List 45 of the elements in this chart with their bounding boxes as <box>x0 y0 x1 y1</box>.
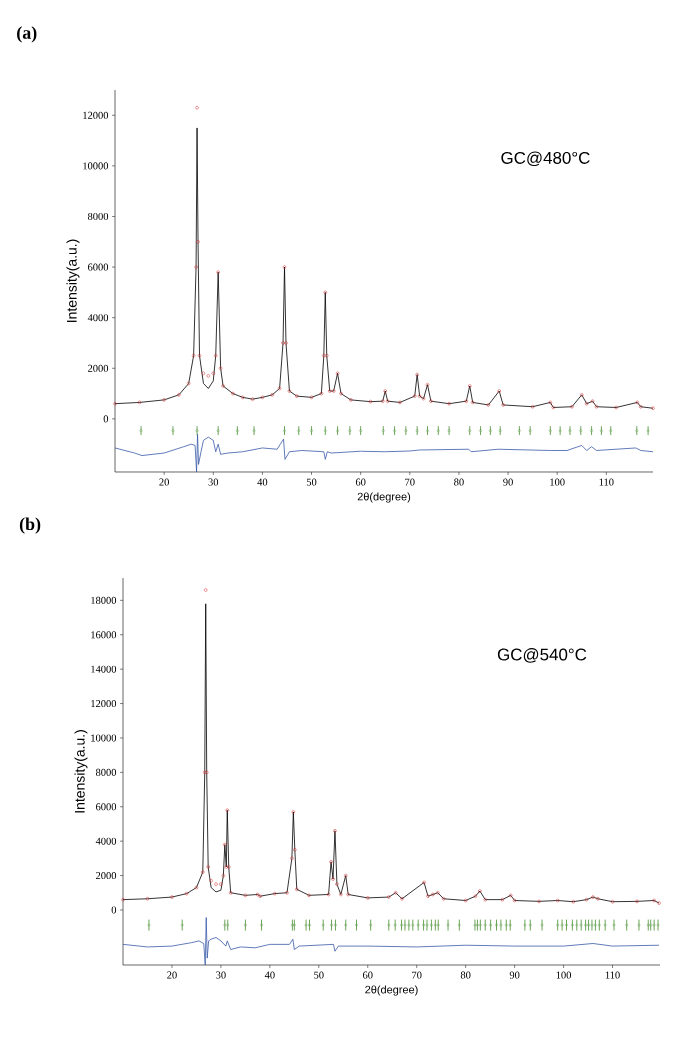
y-tick-label: 4000 <box>87 314 109 322</box>
x-tick-label: 50 <box>306 478 317 486</box>
x-tick-label: 40 <box>264 971 275 979</box>
y-tick-label: 14000 <box>91 665 117 673</box>
y-tick-label: 4000 <box>95 837 117 845</box>
chart-title: (a) <box>17 26 37 43</box>
x-tick-label: 100 <box>550 478 565 486</box>
y-tick-label: 18000 <box>91 596 117 604</box>
y-tick-label: 10000 <box>91 734 117 742</box>
annotation: GC@540°C <box>497 648 587 663</box>
x-tick-label: 90 <box>503 478 513 486</box>
x-tick-label: 70 <box>412 971 422 979</box>
y-tick-label: 8000 <box>95 768 117 776</box>
y-tick-label: 2000 <box>96 872 117 880</box>
x-axis-title: 2θ(degree) <box>365 985 418 996</box>
x-tick-label: 110 <box>599 478 614 486</box>
y-tick-label: 0 <box>103 415 109 423</box>
x-tick-label: 50 <box>314 971 324 979</box>
x-tick-label: 40 <box>257 478 268 486</box>
x-tick-label: 80 <box>460 971 471 979</box>
annotation: GC@480°C <box>501 151 590 167</box>
x-tick-label: 60 <box>355 478 366 486</box>
x-tick-label: 90 <box>509 971 520 979</box>
y-tick-label: 0 <box>111 906 117 914</box>
y-tick-label: 12000 <box>83 111 109 119</box>
x-tick-label: 20 <box>167 971 177 979</box>
y-axis-title: Intensity(a.u.) <box>66 239 80 322</box>
x-tick-label: 110 <box>605 971 620 979</box>
y-tick-label: 8000 <box>87 212 109 221</box>
y-tick-label: 12000 <box>91 700 117 708</box>
y-tick-label: 10000 <box>83 162 109 170</box>
y-tick-label: 6000 <box>88 263 109 271</box>
x-axis-title: 2θ(degree) <box>357 492 411 503</box>
x-tick-label: 30 <box>208 478 219 486</box>
y-tick-label: 6000 <box>96 803 117 811</box>
x-tick-label: 100 <box>556 971 572 979</box>
x-tick-label: 70 <box>405 478 415 486</box>
x-tick-label: 80 <box>454 478 464 486</box>
y-axis-title: Intensity(a.u.) <box>74 730 88 813</box>
y-tick-label: 16000 <box>91 631 117 639</box>
x-tick-label: 20 <box>159 478 169 486</box>
chart-title: (b) <box>19 517 41 534</box>
x-tick-label: 60 <box>362 971 373 979</box>
y-tick-label: 2000 <box>88 364 109 372</box>
x-tick-label: 30 <box>216 971 226 979</box>
